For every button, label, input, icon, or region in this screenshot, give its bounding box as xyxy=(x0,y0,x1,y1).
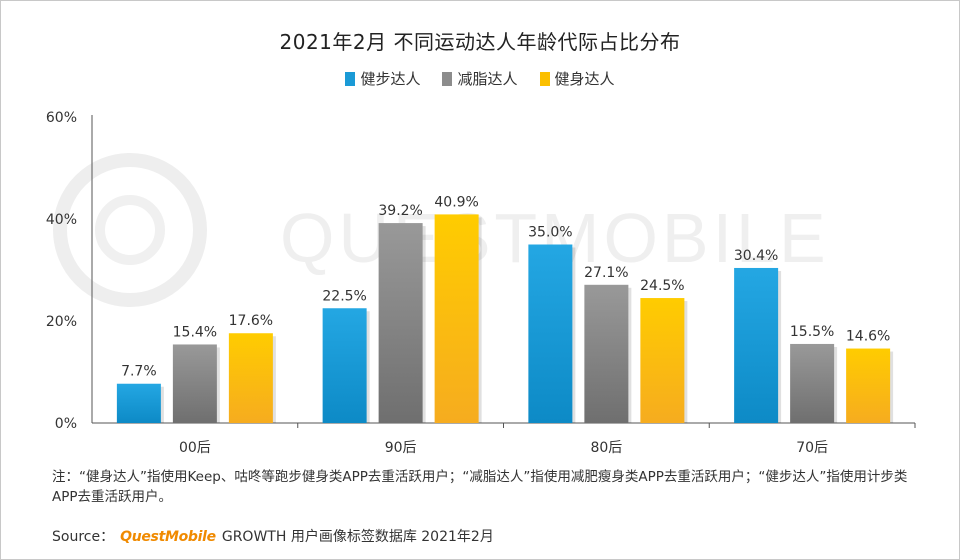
legend: 健步达人 减脂达人 健身达人 xyxy=(0,68,960,89)
data-label: 15.5% xyxy=(790,324,834,340)
data-labels: 7.7% 15.4% 17.6% 22.5% 39.2% 40.9% 35.0% 27.1% 2… xyxy=(121,194,890,379)
bar xyxy=(322,308,367,423)
x-tick-label: 80后 xyxy=(590,440,622,456)
legend-swatch-walking xyxy=(345,71,356,86)
legend-swatch-fat-loss xyxy=(442,71,453,86)
data-label: 14.6% xyxy=(846,329,890,345)
bar xyxy=(528,244,573,423)
x-tick-label: 70后 xyxy=(796,440,828,456)
y-tick-label: 20% xyxy=(46,314,77,330)
source-text: GROWTH 用户画像标签数据库 2021年2月 xyxy=(221,529,494,545)
legend-item-fitness: 健身达人 xyxy=(539,68,615,89)
source-prefix: Source： xyxy=(52,529,115,545)
footnote: 注：“健身达人”指使用Keep、咕咚等跑步健身类APP去重活跃用户；“减脂达人”… xyxy=(52,469,908,505)
data-label: 27.1% xyxy=(584,265,628,281)
bar xyxy=(734,267,779,423)
bar xyxy=(584,284,629,423)
data-label: 15.4% xyxy=(173,324,217,340)
source-brand: QuestMobile xyxy=(120,529,216,545)
bar-chart: QUESTMOBILE 0%20%40%60%00后 90后 80后 70后 7.7%… xyxy=(46,110,916,456)
bar xyxy=(172,344,217,423)
bar xyxy=(434,214,479,423)
bar xyxy=(116,383,161,423)
y-tick-label: 0% xyxy=(55,416,77,432)
data-label: 17.6% xyxy=(229,313,273,329)
y-tick-label: 60% xyxy=(46,110,77,126)
legend-swatch-fitness xyxy=(539,71,550,86)
bars xyxy=(116,214,894,423)
data-label: 39.2% xyxy=(378,203,422,219)
source-line: Source： QuestMobile GROWTH 用户画像标签数据库 202… xyxy=(52,526,494,546)
axes: 0% 20% 40% 60% 00后 90后 80后 70后 xyxy=(46,110,916,456)
legend-label-walking: 健步达人 xyxy=(360,70,421,88)
data-label: 24.5% xyxy=(640,278,684,294)
data-label: 30.4% xyxy=(734,248,778,264)
x-tick-label: 90后 xyxy=(385,440,417,456)
chart-title: 2021年2月 不同运动达人年龄代际占比分布 xyxy=(279,30,681,54)
data-label: 22.5% xyxy=(322,288,366,304)
legend-label-fitness: 健身达人 xyxy=(554,70,615,88)
data-label: 35.0% xyxy=(528,225,572,241)
bar xyxy=(846,348,891,423)
y-tick-label: 40% xyxy=(46,212,77,228)
bar xyxy=(228,333,273,423)
x-tick-label: 00后 xyxy=(179,440,211,456)
bar xyxy=(790,343,835,423)
data-label: 7.7% xyxy=(121,364,157,380)
legend-item-walking: 健步达人 xyxy=(345,68,420,89)
legend-label-fat-loss: 减脂达人 xyxy=(457,70,518,88)
bar xyxy=(378,223,423,423)
legend-item-fat-loss: 减脂达人 xyxy=(442,68,518,89)
data-label: 40.9% xyxy=(434,194,478,210)
bar xyxy=(640,298,685,423)
